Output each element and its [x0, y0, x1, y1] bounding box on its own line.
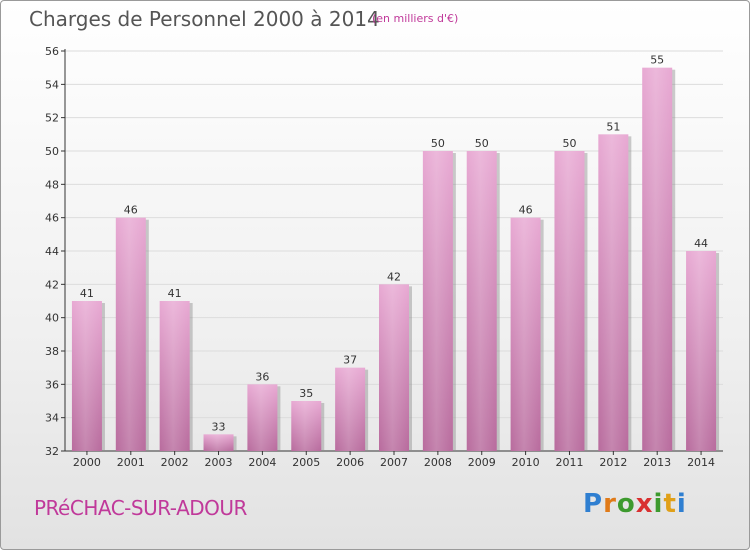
y-tick-label: 46 [45, 212, 59, 225]
bar-highlight [159, 301, 190, 451]
x-tick-label: 2006 [336, 456, 364, 469]
bar-value-label: 50 [431, 137, 445, 150]
logo-letter: P [583, 489, 604, 519]
axis-layer: 32 34 36 38 40 42 44 46 48 50 52 54 56 2000 2001 2002 20… [45, 45, 723, 469]
logo-letter: t [663, 489, 677, 519]
logo-letter: i [653, 489, 664, 519]
x-tick-label: 2001 [117, 456, 145, 469]
bar-value-label: 50 [475, 137, 489, 150]
x-tick-label: 2012 [599, 456, 627, 469]
logo-letter: o [616, 489, 636, 519]
y-tick-label: 48 [45, 178, 59, 191]
logo-letter: r [603, 489, 617, 519]
x-tick-label: 2008 [424, 456, 452, 469]
bar-value-label: 46 [519, 204, 533, 217]
bar-highlight [466, 151, 497, 451]
bar-highlight [510, 217, 541, 451]
x-tick-label: 2002 [161, 456, 189, 469]
x-tick-label: 2004 [248, 456, 276, 469]
x-tick-label: 2011 [555, 456, 583, 469]
bar-value-label: 41 [80, 287, 94, 300]
y-tick-label: 42 [45, 278, 59, 291]
y-tick-label: 54 [45, 78, 59, 91]
bar-highlight [554, 151, 585, 451]
commune-name: PRéCHAC-SUR-ADOUR [34, 496, 247, 520]
y-tick-label: 44 [45, 245, 59, 258]
logo-letter: x [635, 489, 654, 519]
bar-highlight [291, 401, 322, 451]
bar-highlight [335, 367, 366, 451]
label-layer: 41 46 41 33 36 35 37 42 50 50 46 50 51 55 44 [80, 54, 708, 434]
bar-value-label: 55 [650, 54, 664, 67]
bar-value-label: 35 [299, 387, 313, 400]
y-tick-label: 50 [45, 145, 59, 158]
bar-highlight [203, 434, 234, 451]
bar-highlight [422, 151, 453, 451]
y-tick-label: 56 [45, 45, 59, 58]
y-tick-label: 32 [45, 445, 59, 458]
bar-highlight [247, 384, 278, 451]
bar-highlight [598, 134, 629, 452]
x-tick-label: 2010 [512, 456, 540, 469]
x-tick-label: 2000 [73, 456, 101, 469]
bar-value-label: 44 [694, 237, 708, 250]
bar-value-label: 33 [212, 420, 226, 433]
y-tick-label: 52 [45, 112, 59, 125]
bar-value-label: 42 [387, 270, 401, 283]
bar-highlight [115, 217, 146, 451]
bar-highlight [71, 301, 102, 451]
x-tick-label: 2003 [205, 456, 233, 469]
bar-value-label: 36 [255, 370, 269, 383]
chart-subtitle: (en milliers d'€) [372, 12, 459, 25]
bar-highlight [686, 251, 717, 451]
y-tick-label: 36 [45, 378, 59, 391]
bar-value-label: 51 [606, 120, 620, 133]
x-tick-label: 2009 [468, 456, 496, 469]
proxiti-logo: Proxiti [583, 489, 687, 519]
y-tick-label: 38 [45, 345, 59, 358]
bar-highlight [642, 67, 673, 452]
bar-value-label: 37 [343, 354, 357, 367]
chart-title: Charges de Personnel 2000 à 2014 [29, 7, 380, 31]
logo-letter: i [676, 489, 687, 519]
bar-value-label: 41 [168, 287, 182, 300]
x-tick-label: 2013 [643, 456, 671, 469]
bar-value-label: 50 [562, 137, 576, 150]
bar-value-label: 46 [124, 204, 138, 217]
x-tick-label: 2005 [292, 456, 320, 469]
x-tick-label: 2007 [380, 456, 408, 469]
y-tick-label: 34 [45, 412, 59, 425]
y-tick-label: 40 [45, 312, 59, 325]
bar-layer [71, 67, 720, 452]
x-tick-label: 2014 [687, 456, 715, 469]
bar-highlight [379, 284, 409, 451]
